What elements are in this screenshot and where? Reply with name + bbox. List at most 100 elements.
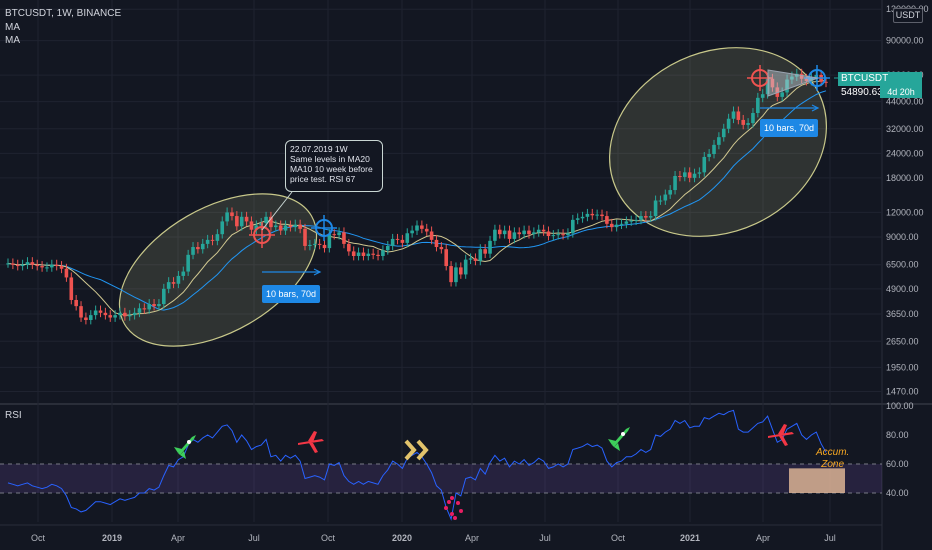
- rsi-axis-label: 40.00: [886, 488, 909, 498]
- airplane-icon-2-wing1: [778, 424, 787, 435]
- ma-slow-line: [7, 90, 827, 311]
- candle-body: [619, 223, 624, 225]
- rsi-line: [7, 409, 827, 521]
- candle-body: [736, 111, 741, 120]
- candle-body: [288, 225, 293, 228]
- candle-body: [410, 230, 414, 234]
- rsi-title[interactable]: RSI: [5, 410, 22, 421]
- candle-body: [420, 225, 424, 229]
- candle-body: [50, 264, 54, 268]
- candle-body: [25, 262, 30, 265]
- candle-body: [244, 216, 249, 222]
- candle-body: [527, 230, 531, 235]
- indicator-ma-1[interactable]: MA: [5, 22, 20, 33]
- accumulation-zone-label: Accum. Zone: [816, 447, 850, 470]
- candle-body: [230, 212, 234, 217]
- candle-body: [575, 218, 580, 220]
- candle-body: [166, 282, 171, 289]
- candle-body: [215, 234, 220, 241]
- candle-body: [312, 243, 317, 245]
- candle-body: [522, 230, 526, 235]
- candle-body: [697, 172, 702, 174]
- currency-button[interactable]: USDT: [893, 8, 923, 23]
- indicator-ma-2[interactable]: MA: [5, 35, 20, 46]
- candle-body: [118, 312, 122, 316]
- candle-body: [785, 79, 789, 93]
- candle-body: [308, 244, 312, 246]
- candle-body: [551, 235, 556, 237]
- price-axis-label: 9000.00: [886, 232, 919, 242]
- candle-body: [142, 308, 147, 310]
- candle-body: [332, 234, 337, 236]
- candle-body: [11, 263, 15, 265]
- candle-body: [556, 234, 561, 236]
- candle-body: [181, 271, 186, 276]
- candle-body: [663, 194, 668, 201]
- candle-body: [351, 251, 356, 257]
- accumulation-zone-box: [789, 468, 845, 493]
- candle-body: [751, 113, 755, 124]
- candle-body: [381, 250, 385, 257]
- candle-body: [356, 252, 361, 257]
- candle-body: [405, 233, 410, 243]
- airplane-icon-1-wing1: [308, 431, 317, 442]
- candle-body: [468, 258, 473, 260]
- range-arrow-2-head: [811, 104, 820, 112]
- candle-body: [152, 304, 156, 307]
- candle-body: [298, 224, 302, 229]
- candle-body: [342, 232, 346, 244]
- rsi-dot: [456, 501, 460, 505]
- candle-body: [264, 216, 268, 224]
- annotation-note[interactable]: 22.07.2019 1W Same levels in MA20 MA10 1…: [285, 140, 383, 192]
- candle-body: [254, 225, 259, 230]
- candle-body: [634, 219, 638, 221]
- airplane-icon-1-wing2: [309, 443, 318, 453]
- candle-body: [668, 190, 672, 195]
- candle-body: [200, 243, 205, 250]
- candle-body: [444, 249, 449, 267]
- candle-body: [497, 229, 502, 235]
- candle-body: [741, 119, 746, 125]
- candle-body: [653, 200, 658, 217]
- candle-body: [30, 262, 35, 265]
- candle-body: [571, 219, 575, 234]
- candle-body: [463, 259, 468, 275]
- candle-body: [283, 225, 288, 231]
- rocket-icon-2: [612, 427, 630, 447]
- candle-body: [390, 238, 395, 246]
- time-axis-label: 2021: [680, 533, 700, 543]
- price-axis-label: 4900.00: [886, 284, 919, 294]
- annotation-connector: [261, 191, 293, 231]
- candle-body: [687, 172, 692, 178]
- candle-body: [536, 229, 541, 233]
- candle-body: [546, 231, 551, 237]
- candle-body: [293, 224, 298, 228]
- last-price-tag: BTCUSDT 54890.63: [838, 72, 922, 98]
- bars-range-label-1[interactable]: 10 bars, 70d: [262, 285, 320, 303]
- rsi-dot: [459, 509, 463, 513]
- symbol-title[interactable]: BTCUSDT, 1W, BINANCE: [5, 8, 122, 19]
- candle-body: [123, 312, 127, 317]
- price-axis-label: 2650.00: [886, 336, 919, 346]
- rocket-icon-1-fin2: [180, 451, 186, 459]
- candle-body: [322, 244, 327, 249]
- candle-body: [449, 266, 453, 283]
- candle-body: [84, 317, 88, 320]
- candle-body: [790, 76, 794, 80]
- candle-body: [235, 216, 239, 227]
- rsi-dot: [453, 516, 457, 520]
- candle-body: [721, 128, 726, 138]
- bars-range-label-2[interactable]: 10 bars, 70d: [760, 119, 818, 137]
- candle-body: [415, 225, 419, 231]
- time-axis-label: 2019: [102, 533, 122, 543]
- candle-body: [673, 175, 677, 191]
- candle-body: [717, 137, 721, 145]
- candle-body: [64, 268, 69, 278]
- candle-body: [74, 299, 78, 307]
- rsi-dot: [444, 506, 448, 510]
- candle-body: [590, 213, 595, 216]
- candle-body: [731, 111, 736, 119]
- candle-body: [439, 247, 444, 250]
- time-axis-label: Apr: [465, 533, 479, 543]
